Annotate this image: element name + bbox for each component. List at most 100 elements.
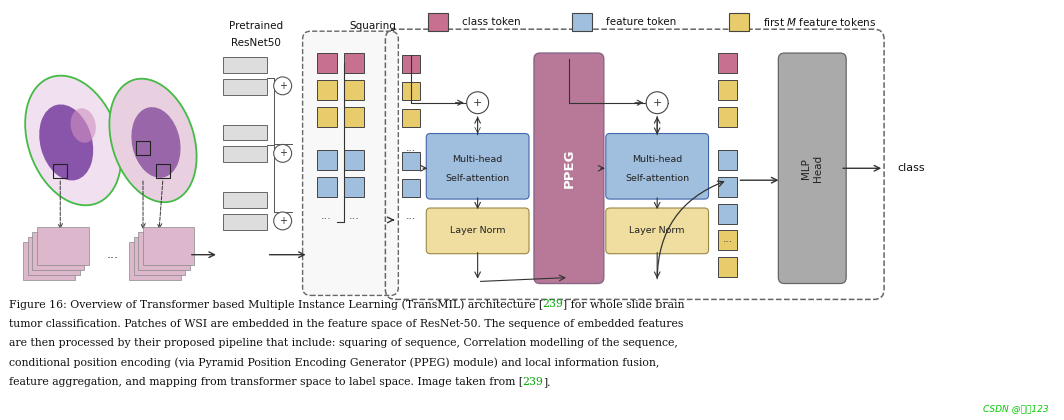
Bar	[222, 192, 267, 208]
Bar	[136, 142, 150, 155]
Bar	[138, 232, 189, 270]
Bar	[53, 164, 67, 178]
Ellipse shape	[70, 108, 96, 143]
Bar	[717, 230, 737, 250]
Bar	[37, 227, 88, 265]
FancyBboxPatch shape	[302, 31, 398, 295]
Text: Squaring: Squaring	[349, 21, 396, 31]
Bar	[134, 237, 185, 275]
Text: +: +	[279, 148, 286, 158]
Text: first $M$ feature tokens: first $M$ feature tokens	[763, 16, 877, 28]
Text: +: +	[652, 98, 662, 108]
Bar	[143, 227, 195, 265]
Text: ...: ...	[349, 143, 360, 153]
Text: ...: ...	[321, 211, 332, 221]
Bar	[717, 80, 737, 100]
Bar	[717, 150, 737, 170]
FancyBboxPatch shape	[427, 134, 529, 199]
Text: class: class	[897, 163, 925, 173]
Text: conditional position encoding (via Pyramid Position Encoding Generator (PPEG) mo: conditional position encoding (via Pyram…	[10, 357, 660, 368]
Bar	[317, 53, 336, 73]
Bar	[28, 237, 80, 275]
Text: Self-attention: Self-attention	[626, 174, 689, 184]
Text: feature aggregation, and mapping from transformer space to label space. Image ta: feature aggregation, and mapping from tr…	[10, 377, 523, 387]
Ellipse shape	[132, 107, 181, 178]
Bar	[345, 107, 365, 126]
Text: ...: ...	[321, 143, 332, 153]
Text: +: +	[279, 216, 286, 226]
FancyBboxPatch shape	[534, 53, 603, 284]
Bar	[571, 13, 592, 31]
Text: MLP
Head: MLP Head	[801, 155, 824, 182]
Bar	[717, 204, 737, 224]
Bar	[222, 79, 267, 95]
FancyArrowPatch shape	[658, 181, 724, 279]
Bar	[345, 53, 365, 73]
Text: ...: ...	[722, 143, 732, 153]
Text: ...: ...	[107, 248, 119, 261]
Text: Multi-head: Multi-head	[632, 155, 682, 164]
Bar	[402, 179, 420, 197]
Bar	[32, 232, 84, 270]
Text: are then processed by their proposed pipeline that include: squaring of sequence: are then processed by their proposed pip…	[10, 338, 678, 348]
Circle shape	[273, 77, 292, 95]
Text: class token: class token	[462, 17, 520, 27]
Bar	[717, 53, 737, 73]
Bar	[345, 150, 365, 170]
Circle shape	[467, 92, 488, 114]
Text: Layer Norm: Layer Norm	[630, 226, 685, 235]
Text: tumor classification. Patches of WSI are embedded in the feature space of ResNet: tumor classification. Patches of WSI are…	[10, 319, 684, 329]
Bar	[222, 57, 267, 73]
Bar	[317, 177, 336, 197]
Bar	[402, 82, 420, 100]
Bar	[222, 125, 267, 140]
Text: PPEG: PPEG	[563, 149, 576, 188]
FancyBboxPatch shape	[427, 208, 529, 254]
Ellipse shape	[39, 105, 94, 181]
Text: Multi-head: Multi-head	[452, 155, 503, 164]
Bar	[129, 242, 181, 280]
Text: ...: ...	[406, 211, 416, 221]
Text: ...: ...	[349, 211, 360, 221]
Text: +: +	[473, 98, 482, 108]
Text: ...: ...	[722, 234, 732, 244]
Text: +: +	[279, 81, 286, 91]
Text: 239: 239	[522, 377, 543, 387]
Text: 239: 239	[542, 299, 563, 310]
Ellipse shape	[110, 79, 197, 202]
Circle shape	[273, 144, 292, 162]
Bar	[23, 242, 76, 280]
Text: Layer Norm: Layer Norm	[450, 226, 505, 235]
Bar	[402, 152, 420, 170]
FancyBboxPatch shape	[605, 208, 709, 254]
Text: CSDN @麻瓜123: CSDN @麻瓜123	[983, 404, 1049, 413]
Circle shape	[273, 212, 292, 230]
Bar	[317, 150, 336, 170]
Text: ].: ].	[543, 377, 550, 387]
Bar	[317, 107, 336, 126]
Text: feature token: feature token	[605, 17, 676, 27]
Text: Self-attention: Self-attention	[446, 174, 510, 184]
Text: ] for whole slide brain: ] for whole slide brain	[563, 299, 684, 310]
Text: Pretrained: Pretrained	[229, 21, 283, 31]
Bar	[222, 147, 267, 162]
Bar	[429, 13, 448, 31]
Bar	[717, 257, 737, 276]
Bar	[345, 80, 365, 100]
Bar	[717, 107, 737, 126]
Bar	[402, 55, 420, 73]
Bar	[317, 80, 336, 100]
Bar	[222, 214, 267, 230]
Bar	[156, 164, 170, 178]
Text: Figure 16: Overview of Transformer based Multiple Instance Learning (TransMIL) a: Figure 16: Overview of Transformer based…	[10, 299, 544, 310]
Text: ResNet50: ResNet50	[231, 38, 281, 48]
Ellipse shape	[26, 76, 121, 205]
FancyBboxPatch shape	[779, 53, 846, 284]
Bar	[717, 177, 737, 197]
Text: ...: ...	[406, 143, 416, 153]
Circle shape	[646, 92, 668, 114]
Bar	[402, 109, 420, 126]
FancyBboxPatch shape	[605, 134, 709, 199]
Bar	[730, 13, 749, 31]
Bar	[345, 177, 365, 197]
